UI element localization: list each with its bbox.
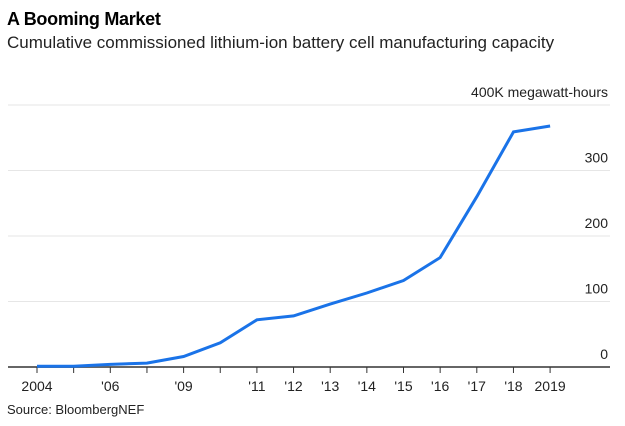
x-tick-label: '18: [504, 378, 522, 394]
x-tick-label: '15: [394, 378, 412, 394]
x-tick-label: '17: [468, 378, 486, 394]
y-tick-label: 300: [585, 150, 609, 166]
chart-subtitle: Cumulative commissioned lithium-ion batt…: [7, 33, 555, 52]
y-tick-label: 400K megawatt-hours: [471, 84, 608, 100]
source-note: Source: BloombergNEF: [7, 402, 145, 417]
x-tick-label: 2004: [21, 378, 52, 394]
x-tick-label: '09: [174, 378, 192, 394]
x-tick-label: '11: [248, 378, 265, 394]
y-tick-label: 200: [585, 215, 609, 231]
chart-title: A Booming Market: [7, 9, 161, 29]
x-tick-label: '12: [284, 378, 302, 394]
x-tick-label: '16: [431, 378, 449, 394]
y-tick-label: 0: [600, 346, 608, 362]
x-tick-label: '14: [358, 378, 376, 394]
x-tick-label: '13: [321, 378, 339, 394]
y-tick-label: 100: [585, 281, 609, 297]
x-tick-label: 2019: [535, 378, 566, 394]
x-tick-label: '06: [101, 378, 119, 394]
series-line: [37, 124, 551, 368]
